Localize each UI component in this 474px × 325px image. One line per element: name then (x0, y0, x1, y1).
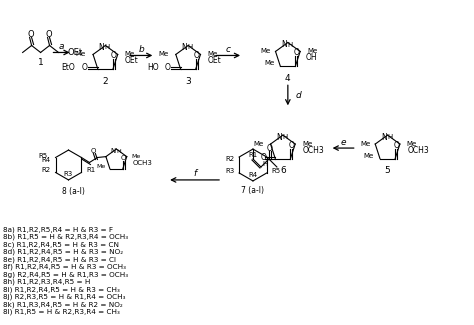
Text: HO: HO (147, 63, 159, 72)
Text: R1: R1 (248, 152, 257, 158)
Text: O: O (91, 148, 96, 153)
Text: Me: Me (253, 141, 264, 147)
Text: O: O (289, 141, 294, 150)
Text: O: O (27, 30, 34, 39)
Text: d: d (296, 91, 301, 100)
Text: 8d) R1,R2,R4,R5 = H & R3 = NO₂: 8d) R1,R2,R4,R5 = H & R3 = NO₂ (3, 249, 123, 255)
Text: 8b) R1,R5 = H & R2,R3,R4 = OCH₃: 8b) R1,R5 = H & R2,R3,R4 = OCH₃ (3, 234, 128, 240)
Text: O: O (393, 141, 399, 150)
Text: 1: 1 (38, 58, 44, 67)
Text: b: b (138, 45, 144, 54)
Text: OCH3: OCH3 (302, 146, 324, 155)
Text: N: N (110, 148, 115, 154)
Text: R5: R5 (272, 168, 281, 174)
Text: R2: R2 (225, 156, 234, 162)
Text: N: N (381, 133, 387, 142)
Text: OCH3: OCH3 (133, 160, 153, 166)
Text: f: f (193, 169, 196, 178)
Text: 8g) R2,R4,R5 = H & R1,R3 = OCH₃: 8g) R2,R4,R5 = H & R1,R3 = OCH₃ (3, 271, 128, 278)
Text: H: H (282, 134, 288, 140)
Text: Me: Me (132, 154, 141, 159)
Text: R5: R5 (38, 152, 47, 159)
Text: O: O (260, 153, 266, 162)
Text: 8h) R1,R2,R3,R4,R5 = H: 8h) R1,R2,R3,R4,R5 = H (3, 279, 90, 285)
Text: H: H (387, 134, 392, 140)
Text: 8a) R1,R2,R5,R4 = H & R3 = F: 8a) R1,R2,R5,R4 = H & R3 = F (3, 227, 113, 233)
Text: e: e (340, 137, 346, 147)
Text: c: c (226, 45, 230, 54)
Text: Me: Me (364, 152, 374, 159)
Text: O: O (164, 63, 171, 72)
Text: 8 (a-l): 8 (a-l) (62, 188, 85, 196)
Text: Me: Me (360, 141, 370, 147)
Text: OCH3: OCH3 (407, 146, 429, 155)
Text: R4: R4 (41, 157, 51, 162)
Text: O: O (267, 144, 273, 152)
Text: H: H (287, 42, 292, 47)
Text: 8k) R1,R3,R4,R5 = H & R2 = NO₂: 8k) R1,R3,R4,R5 = H & R2 = NO₂ (3, 301, 122, 308)
Text: 3: 3 (185, 77, 191, 86)
Text: EtO: EtO (61, 63, 75, 72)
Text: OEt: OEt (208, 57, 221, 65)
Text: H: H (105, 45, 110, 50)
Text: H: H (188, 45, 193, 50)
Text: R2: R2 (41, 167, 51, 174)
Text: N: N (281, 40, 287, 49)
Text: 8j) R2,R3,R5 = H & R1,R4 = OCH₃: 8j) R2,R3,R5 = H & R1,R4 = OCH₃ (3, 294, 125, 300)
Text: 8i) R1,R2,R4,R5 = H & R3 = CH₃: 8i) R1,R2,R4,R5 = H & R3 = CH₃ (3, 286, 119, 293)
Text: 7 (a-l): 7 (a-l) (241, 186, 264, 195)
Text: Me: Me (208, 51, 218, 58)
Text: 8c) R1,R2,R4,R5 = H & R3 = CN: 8c) R1,R2,R4,R5 = H & R3 = CN (3, 241, 118, 248)
Text: R3: R3 (64, 171, 73, 177)
Text: 4: 4 (285, 74, 291, 83)
Text: Me: Me (97, 164, 106, 169)
Text: O: O (194, 51, 200, 60)
Text: O: O (121, 155, 127, 161)
Text: R3: R3 (225, 168, 234, 174)
Text: N: N (99, 43, 104, 52)
Text: OEt: OEt (67, 48, 82, 57)
Text: Me: Me (260, 48, 271, 55)
Text: H: H (263, 161, 268, 166)
Text: Me: Me (76, 51, 86, 58)
Text: 8l) R1,R5 = H & R2,R3,R4 = CH₃: 8l) R1,R5 = H & R2,R3,R4 = CH₃ (3, 309, 119, 315)
Text: H: H (116, 149, 121, 153)
Text: O: O (111, 51, 117, 60)
Text: 5: 5 (385, 166, 391, 176)
Text: OH: OH (305, 54, 317, 62)
Text: R1: R1 (86, 167, 96, 174)
Text: 8f) R1,R2,R4,R5 = H & R3 = OCH₃: 8f) R1,R2,R4,R5 = H & R3 = OCH₃ (3, 264, 126, 270)
Text: N: N (182, 43, 187, 52)
Text: O: O (82, 63, 88, 72)
Text: R4: R4 (248, 172, 257, 178)
Text: O: O (293, 48, 300, 58)
Text: Me: Me (302, 141, 312, 147)
Text: Me: Me (159, 51, 169, 58)
Text: Me: Me (125, 51, 135, 58)
Text: N: N (276, 133, 282, 142)
Text: Me: Me (407, 141, 417, 147)
Text: Me: Me (307, 48, 318, 55)
Text: O: O (45, 30, 52, 39)
Text: OEt: OEt (125, 57, 139, 65)
Text: 8e) R1,R2,R4,R5 = H & R3 = Cl: 8e) R1,R2,R4,R5 = H & R3 = Cl (3, 256, 116, 263)
Text: 6: 6 (280, 166, 286, 176)
Text: a: a (59, 42, 64, 51)
Text: 2: 2 (102, 77, 108, 86)
Text: Me: Me (264, 60, 274, 66)
